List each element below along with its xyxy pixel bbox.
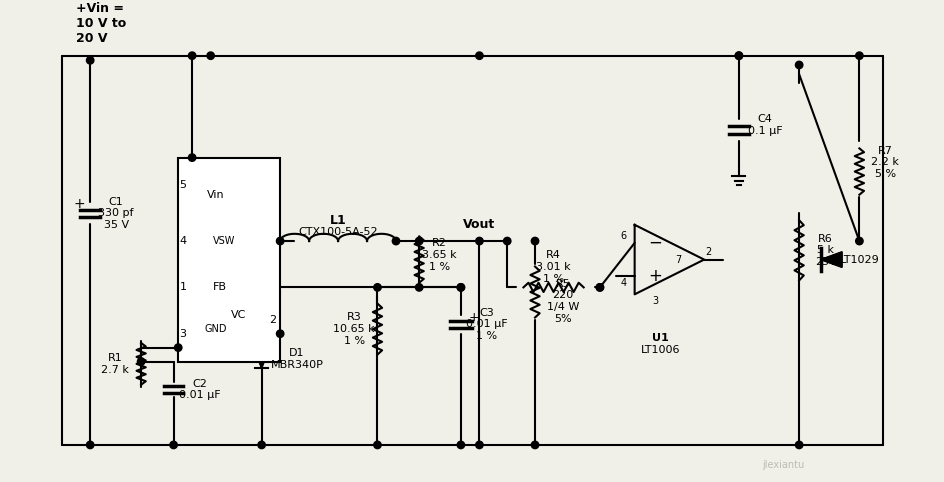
Circle shape: [796, 61, 802, 68]
Text: D1
MBR340P: D1 MBR340P: [270, 348, 323, 370]
Circle shape: [476, 237, 483, 245]
Text: C2
0.01 μF: C2 0.01 μF: [178, 378, 220, 400]
Text: GND: GND: [204, 324, 227, 334]
Text: +: +: [74, 197, 85, 211]
Text: LT1006: LT1006: [640, 346, 680, 355]
Text: 3: 3: [652, 296, 659, 306]
Text: 1: 1: [179, 282, 186, 293]
Text: CTX100-5A-52: CTX100-5A-52: [298, 227, 378, 237]
Text: C3
0.01 μF
1 %: C3 0.01 μF 1 %: [466, 308, 508, 341]
Circle shape: [457, 284, 464, 291]
Text: VC: VC: [230, 310, 246, 320]
Circle shape: [374, 441, 381, 449]
Text: 7: 7: [676, 254, 682, 265]
Text: C1
330 pf
35 V: C1 330 pf 35 V: [98, 197, 134, 230]
Text: R4
3.01 k
1 %: R4 3.01 k 1 %: [536, 250, 571, 283]
Circle shape: [393, 237, 399, 245]
Circle shape: [735, 52, 743, 59]
Circle shape: [277, 330, 284, 337]
Text: 2: 2: [706, 247, 712, 257]
Circle shape: [277, 237, 284, 245]
Bar: [178, 158, 280, 362]
Circle shape: [531, 237, 539, 245]
Text: U1: U1: [651, 334, 668, 343]
Circle shape: [258, 441, 265, 449]
Circle shape: [531, 441, 539, 449]
Circle shape: [415, 237, 423, 245]
Text: 4: 4: [620, 278, 627, 288]
Text: 4: 4: [179, 236, 186, 246]
Circle shape: [175, 344, 182, 351]
Circle shape: [796, 441, 802, 449]
Circle shape: [855, 52, 863, 59]
Text: +: +: [649, 267, 663, 285]
Text: 2: 2: [269, 315, 277, 325]
Circle shape: [735, 52, 743, 59]
Text: 5: 5: [179, 180, 186, 190]
Text: R6
5 k
25T: R6 5 k 25T: [815, 234, 835, 267]
Circle shape: [170, 441, 177, 449]
Text: 3: 3: [179, 329, 186, 339]
Text: C4
0.1 μF: C4 0.1 μF: [748, 114, 783, 136]
Text: +: +: [468, 310, 480, 323]
Text: R5
220
1/4 W
5%: R5 220 1/4 W 5%: [547, 279, 579, 324]
Circle shape: [87, 441, 93, 449]
Text: R3
10.65 k
1 %: R3 10.65 k 1 %: [333, 312, 375, 346]
Text: L1: L1: [329, 214, 346, 227]
Circle shape: [457, 284, 464, 291]
Circle shape: [597, 284, 603, 291]
Circle shape: [476, 52, 483, 59]
Circle shape: [189, 52, 195, 59]
Text: −: −: [649, 234, 663, 252]
Text: R2
3.65 k
1 %: R2 3.65 k 1 %: [422, 238, 457, 271]
Text: +Vin =
10 V to
20 V: +Vin = 10 V to 20 V: [76, 1, 126, 44]
Polygon shape: [255, 351, 268, 368]
Circle shape: [415, 284, 423, 291]
Circle shape: [207, 52, 214, 59]
Polygon shape: [821, 252, 842, 267]
Circle shape: [138, 358, 144, 365]
Circle shape: [855, 237, 863, 245]
Text: LT1029: LT1029: [839, 254, 879, 265]
Text: FB: FB: [213, 282, 227, 293]
Circle shape: [457, 441, 464, 449]
Circle shape: [597, 284, 603, 291]
Circle shape: [189, 154, 195, 161]
Text: jlexiantu: jlexiantu: [762, 460, 804, 470]
Circle shape: [476, 441, 483, 449]
Text: VSW: VSW: [213, 236, 236, 246]
Text: Vin: Vin: [207, 190, 224, 200]
Circle shape: [374, 284, 381, 291]
Text: R1
2.7 k: R1 2.7 k: [101, 353, 129, 375]
Text: 6: 6: [620, 231, 627, 241]
Circle shape: [503, 237, 511, 245]
Text: Vout: Vout: [464, 218, 496, 231]
Circle shape: [87, 56, 93, 64]
Text: R7
2.2 k
5 %: R7 2.2 k 5 %: [871, 146, 900, 179]
